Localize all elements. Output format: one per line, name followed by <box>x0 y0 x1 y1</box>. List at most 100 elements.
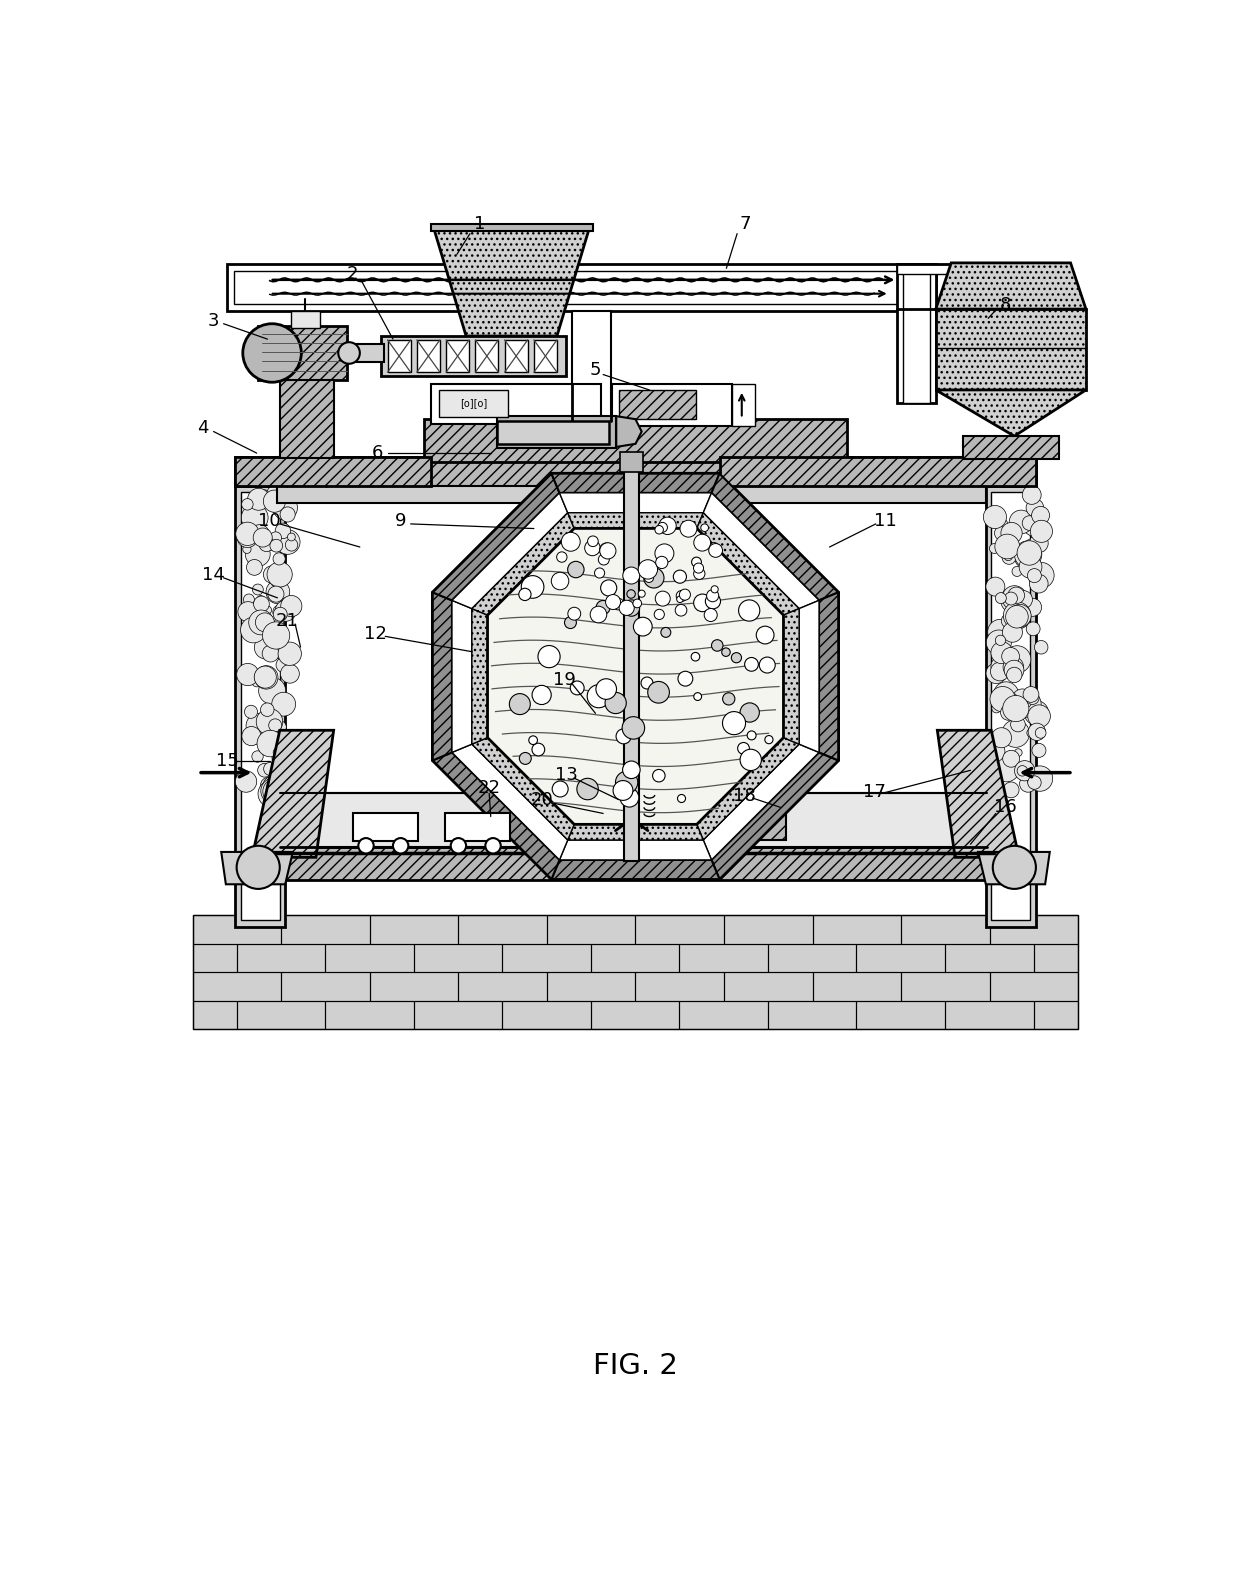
Bar <box>227 265 936 311</box>
Bar <box>325 1001 414 1030</box>
Circle shape <box>358 838 373 853</box>
Circle shape <box>693 693 702 700</box>
Circle shape <box>255 612 274 631</box>
Circle shape <box>252 676 262 687</box>
Polygon shape <box>712 752 838 880</box>
Circle shape <box>528 736 537 744</box>
Circle shape <box>998 697 1014 713</box>
Circle shape <box>993 682 1018 706</box>
Circle shape <box>268 587 284 603</box>
Circle shape <box>280 779 296 795</box>
Polygon shape <box>472 609 487 744</box>
Bar <box>459 972 547 1001</box>
Bar <box>901 972 990 1001</box>
Circle shape <box>694 534 711 552</box>
Circle shape <box>246 714 270 738</box>
Circle shape <box>588 536 598 547</box>
Circle shape <box>258 764 272 778</box>
Circle shape <box>244 727 262 744</box>
Circle shape <box>532 743 544 756</box>
Circle shape <box>722 647 730 657</box>
Bar <box>945 1001 1034 1030</box>
Polygon shape <box>433 473 838 880</box>
Circle shape <box>253 618 275 641</box>
Text: 15: 15 <box>216 752 239 770</box>
Circle shape <box>275 529 300 555</box>
Circle shape <box>242 499 253 510</box>
Circle shape <box>1003 783 1019 797</box>
Text: 14: 14 <box>202 566 224 583</box>
Bar <box>720 457 1035 486</box>
Bar <box>951 457 993 486</box>
Circle shape <box>655 609 665 620</box>
Bar <box>370 972 459 1001</box>
Circle shape <box>639 559 657 579</box>
Circle shape <box>605 595 620 609</box>
Circle shape <box>253 596 269 612</box>
Circle shape <box>1024 701 1049 725</box>
Text: 11: 11 <box>874 512 897 529</box>
Circle shape <box>657 523 667 532</box>
Circle shape <box>249 611 274 634</box>
Circle shape <box>267 563 293 587</box>
Circle shape <box>1003 603 1030 630</box>
Circle shape <box>600 544 616 559</box>
Text: FIG. 2: FIG. 2 <box>593 1352 678 1379</box>
Circle shape <box>647 682 670 703</box>
Circle shape <box>568 561 584 577</box>
Circle shape <box>280 507 295 521</box>
Circle shape <box>1025 692 1039 705</box>
Circle shape <box>993 756 1019 781</box>
Circle shape <box>990 687 1016 713</box>
Circle shape <box>246 542 270 566</box>
Bar <box>573 311 611 422</box>
Circle shape <box>1027 765 1053 791</box>
Polygon shape <box>433 473 559 601</box>
Circle shape <box>986 663 1007 684</box>
Circle shape <box>273 604 288 620</box>
Bar <box>497 421 609 443</box>
Circle shape <box>485 838 501 853</box>
Bar <box>619 391 696 419</box>
Circle shape <box>624 599 640 617</box>
Circle shape <box>1001 523 1022 544</box>
Circle shape <box>986 577 1004 596</box>
Circle shape <box>1029 574 1048 593</box>
Circle shape <box>339 343 360 363</box>
Circle shape <box>704 609 717 622</box>
Circle shape <box>993 846 1035 889</box>
Circle shape <box>622 717 645 740</box>
Bar <box>1034 1001 1079 1030</box>
Polygon shape <box>451 493 568 609</box>
Circle shape <box>520 752 531 765</box>
Circle shape <box>1032 743 1047 757</box>
Circle shape <box>253 528 273 547</box>
Bar <box>505 340 528 373</box>
Polygon shape <box>936 391 1086 437</box>
Circle shape <box>588 685 610 708</box>
Bar <box>414 944 502 972</box>
Circle shape <box>278 596 293 611</box>
Circle shape <box>1014 540 1042 567</box>
Polygon shape <box>568 513 703 529</box>
Text: [o][o]: [o][o] <box>460 398 487 408</box>
Circle shape <box>983 741 1004 762</box>
Circle shape <box>986 630 1012 655</box>
Text: 5: 5 <box>590 360 601 379</box>
Polygon shape <box>697 738 799 840</box>
Circle shape <box>740 749 761 770</box>
Circle shape <box>1028 569 1042 582</box>
Circle shape <box>255 489 273 507</box>
Bar <box>388 340 410 373</box>
Circle shape <box>277 658 291 673</box>
Circle shape <box>243 545 250 553</box>
Circle shape <box>991 662 1009 681</box>
Circle shape <box>613 598 624 611</box>
Text: 20: 20 <box>531 791 553 808</box>
Polygon shape <box>552 473 719 493</box>
Text: 9: 9 <box>394 512 407 529</box>
Circle shape <box>632 599 641 607</box>
Circle shape <box>538 646 560 668</box>
Circle shape <box>288 532 295 540</box>
Circle shape <box>639 590 645 598</box>
